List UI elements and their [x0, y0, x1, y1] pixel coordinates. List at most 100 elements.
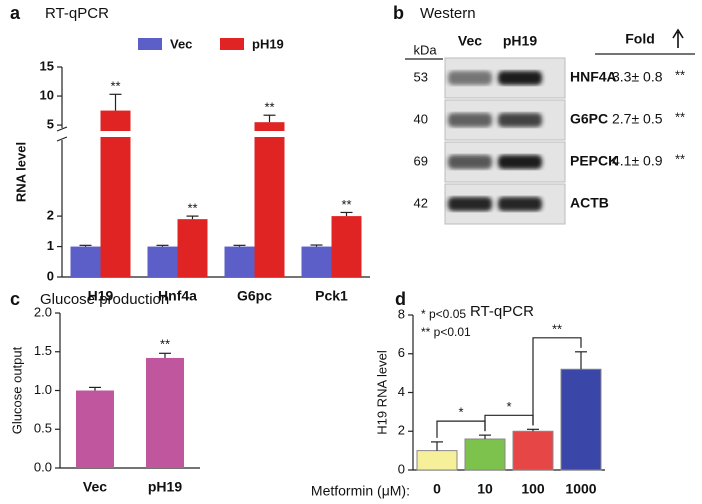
kda-label: 40 — [414, 111, 428, 126]
y-tick-label: 1.5 — [34, 343, 52, 358]
error-bar — [233, 244, 246, 247]
bar — [560, 368, 602, 471]
significance: ** — [675, 67, 685, 82]
x-tick-label: G6pc — [237, 288, 272, 304]
legend-swatch — [138, 38, 162, 50]
bar — [224, 246, 255, 277]
blot-band — [448, 155, 492, 169]
bar — [254, 122, 285, 277]
panel-title: Western — [420, 5, 476, 22]
y-axis-label: RNA level — [13, 142, 28, 202]
error-bar — [575, 351, 587, 370]
y-axis-label: Glucose output — [9, 346, 24, 434]
y-tick-label: 8 — [398, 306, 405, 321]
note: ** p<0.01 — [421, 325, 471, 339]
error-bar — [186, 215, 199, 220]
bar — [464, 438, 506, 471]
significance: ** — [675, 151, 685, 166]
y-tick-label: 15 — [40, 58, 54, 73]
comparison-bracket — [532, 337, 582, 426]
blot-band — [498, 155, 542, 169]
bar — [76, 390, 114, 468]
axis-break — [56, 136, 68, 142]
x-tick-label: Hnf4a — [158, 288, 197, 304]
bar — [301, 246, 332, 277]
y-tick-label: 0 — [47, 268, 54, 283]
x-tick-label: 1000 — [565, 481, 596, 497]
y-tick-label: 5 — [47, 117, 54, 132]
bar — [147, 246, 178, 277]
comparison-bracket — [436, 420, 486, 438]
fold-value: 2.7± 0.5 — [612, 111, 663, 127]
y-tick-label: 2 — [398, 423, 405, 438]
legend-label: Vec — [170, 36, 192, 51]
significance: ** — [110, 79, 120, 94]
kda-label: 42 — [414, 195, 428, 210]
fold-header: Fold — [625, 31, 655, 47]
error-bar — [89, 386, 101, 391]
protein-label: PEPCK — [570, 153, 618, 169]
significance: ** — [341, 197, 351, 212]
y-tick-label: 0 — [398, 461, 405, 476]
kda-label: 69 — [414, 153, 428, 168]
blot-band — [448, 197, 492, 211]
fold-value: 4.1± 0.9 — [612, 153, 663, 169]
x-tick-label: Pck1 — [315, 288, 348, 304]
error-bar — [340, 211, 353, 217]
x-tick-label: 10 — [477, 481, 493, 497]
legend-swatch — [220, 38, 244, 50]
error-bar — [479, 434, 491, 439]
error-bar — [263, 114, 276, 123]
x-axis-label: Metformin (μM): — [311, 483, 410, 499]
panel-label: a — [10, 3, 21, 23]
blot-band — [448, 113, 492, 127]
y-tick-label: 0.0 — [34, 459, 52, 474]
blot-band — [448, 71, 492, 85]
bar — [512, 430, 554, 471]
y-tick-label: 1 — [47, 238, 54, 253]
bar — [70, 246, 101, 277]
axis-break — [56, 126, 68, 132]
x-tick-label: 0 — [433, 481, 441, 497]
chart-title: RT-qPCR — [45, 5, 109, 22]
blot-band — [498, 71, 542, 85]
bar-break — [253, 131, 286, 137]
significance: ** — [675, 109, 685, 124]
y-tick-label: 1.0 — [34, 382, 52, 397]
bar — [416, 450, 458, 471]
panel-label: b — [393, 3, 404, 23]
comparison-label: ** — [552, 321, 562, 336]
error-bar — [310, 244, 323, 247]
bar — [100, 110, 131, 277]
panel-label: d — [395, 289, 406, 309]
kda-label: 53 — [414, 69, 428, 84]
y-tick-label: 10 — [40, 87, 54, 102]
comparison-bracket — [484, 414, 534, 432]
y-tick-label: 0.5 — [34, 421, 52, 436]
y-axis-label: H19 RNA level — [374, 350, 389, 435]
x-tick-label: pH19 — [148, 479, 182, 495]
bar — [331, 216, 362, 277]
fold-value: 3.3± 0.8 — [612, 69, 663, 85]
chart-title: Glucose production — [40, 291, 169, 308]
error-bar — [109, 93, 122, 111]
x-tick-label: Vec — [83, 479, 107, 495]
significance: ** — [187, 201, 197, 216]
significance: ** — [264, 100, 274, 115]
error-bar — [79, 244, 92, 247]
error-bar — [431, 441, 443, 451]
comparison-label: * — [506, 399, 511, 414]
x-tick-label: 100 — [521, 481, 545, 497]
lane-label: pH19 — [503, 33, 537, 49]
significance: ** — [160, 337, 170, 352]
x-tick-label: H19 — [88, 288, 114, 304]
unit-label: kDa — [413, 42, 437, 57]
y-tick-label: 2.0 — [34, 304, 52, 319]
error-bar — [159, 352, 171, 358]
legend-label: pH19 — [252, 36, 284, 51]
error-bar — [527, 428, 539, 432]
y-tick-label: 2 — [47, 208, 54, 223]
bar — [146, 357, 184, 468]
fold-arrow — [672, 28, 684, 48]
